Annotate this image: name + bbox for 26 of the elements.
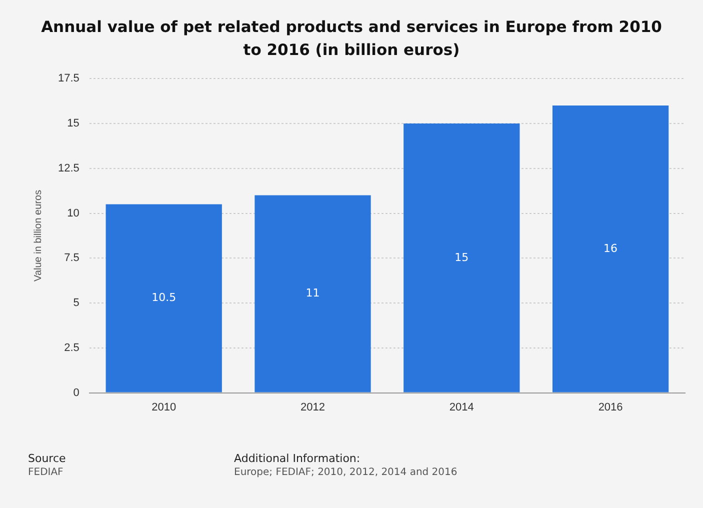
text: Europe; FEDIAF; 2010, 2012, 2014 and 2016 xyxy=(234,467,458,478)
x-tick-label: 2010 xyxy=(152,401,176,414)
y-tick-label: 12.5 xyxy=(58,162,80,174)
chart-title: Annual value of pet related products and services in Europe from 2010 to 2016 (in billion euros) xyxy=(40,17,663,61)
y-tick-label: 7.5 xyxy=(64,252,80,264)
y-tick-label: 15 xyxy=(67,118,80,130)
data-label: 10.5 xyxy=(152,291,176,304)
data-label: 15 xyxy=(454,250,469,264)
bar xyxy=(254,195,371,392)
data-label: 11 xyxy=(306,286,320,300)
y-tick-label: 10 xyxy=(67,207,80,220)
bar xyxy=(552,106,669,392)
data-label: 16 xyxy=(604,242,618,255)
bar xyxy=(106,204,222,392)
y-tick-label: 17.5 xyxy=(58,72,80,85)
text: Additional Information: xyxy=(234,452,360,465)
x-tick-label: 2014 xyxy=(449,401,474,414)
y-tick-label: 5 xyxy=(73,297,80,310)
y-tick-label: 0 xyxy=(73,386,80,399)
x-tick-label: 2016 xyxy=(598,401,623,414)
text: Source xyxy=(28,452,66,465)
bar xyxy=(404,123,520,392)
text: FEDIAF xyxy=(28,467,64,478)
y-tick-label: 2.5 xyxy=(64,342,80,354)
y-axis-title: Value in billion euros xyxy=(32,190,44,282)
x-tick-label: 2012 xyxy=(300,401,325,414)
